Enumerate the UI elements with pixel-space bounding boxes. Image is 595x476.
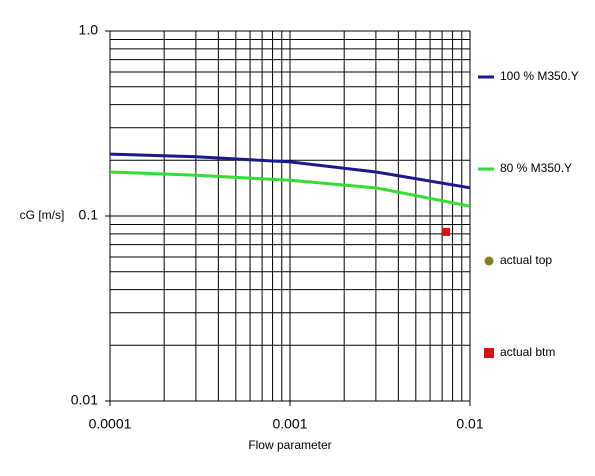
y-axis-label: cG [m/s] [20,208,65,222]
legend-label: actual top [500,253,552,267]
x-axis-label: Flow parameter [248,438,331,452]
y-tick-label: 0.1 [79,207,99,223]
x-tick-label: 0.01 [456,416,483,432]
plot-frame [109,30,471,402]
x-tick-label: 0.0001 [89,416,132,432]
legend-swatch [484,256,494,266]
legend-label: 80 % M350.Y [500,161,572,175]
y-tick-label: 1.0 [79,22,99,38]
y-tick-label: 0.01 [71,392,98,408]
data-point [442,227,451,236]
legend-label: 100 % M350.Y [500,69,579,83]
legend-swatch [484,348,494,358]
x-tick-label: 0.001 [272,416,307,432]
series-line [109,152,471,190]
legend-label: actual btm [500,345,555,359]
series-line [109,170,471,208]
